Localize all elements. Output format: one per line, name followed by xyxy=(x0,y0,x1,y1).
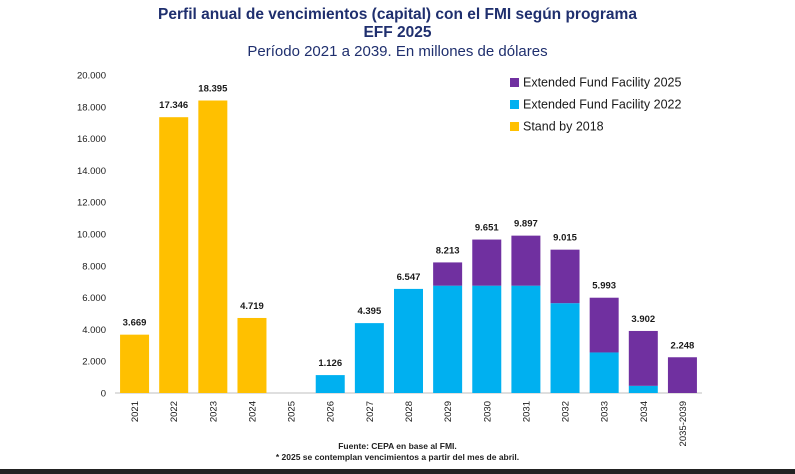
data-label: 17.346 xyxy=(159,100,188,111)
x-tick-label: 2027 xyxy=(365,401,376,422)
y-tick-label: 18.000 xyxy=(77,102,106,113)
x-tick-label: 2030 xyxy=(482,401,493,422)
x-tick-label: 2032 xyxy=(561,401,572,422)
bar-extended-fund-facility-2022 xyxy=(354,323,384,393)
legend-swatch xyxy=(510,122,519,131)
bar-extended-fund-facility-2022 xyxy=(589,352,619,393)
y-tick-label: 6.000 xyxy=(82,293,106,304)
bar-extended-fund-facility-2022 xyxy=(394,288,423,393)
data-label: 5.993 xyxy=(592,281,616,292)
x-tick-label: 2023 xyxy=(208,401,219,422)
bar-extended-fund-facility-2022 xyxy=(511,285,541,393)
x-tick-label: 2025 xyxy=(287,401,298,422)
bar-extended-fund-facility-2022 xyxy=(315,375,345,393)
y-tick-label: 10.000 xyxy=(77,230,106,241)
legend-label: Extended Fund Facility 2025 xyxy=(523,76,681,90)
bar-extended-fund-facility-2022 xyxy=(433,285,463,393)
bar-extended-fund-facility-2022 xyxy=(628,385,658,393)
bar-extended-fund-facility-2025 xyxy=(628,330,658,386)
data-label: 9.651 xyxy=(475,223,499,234)
x-tick-label: 2031 xyxy=(521,401,532,422)
x-tick-label: 2028 xyxy=(404,401,415,422)
x-tick-label: 2021 xyxy=(130,401,141,422)
bar-extended-fund-facility-2025 xyxy=(550,249,580,304)
y-tick-label: 2.000 xyxy=(82,357,106,368)
bar-extended-fund-facility-2025 xyxy=(667,357,697,393)
bar-stand-by-2018 xyxy=(198,100,228,393)
data-label: 18.395 xyxy=(198,84,228,95)
y-tick-label: 8.000 xyxy=(82,261,106,272)
legend-swatch xyxy=(510,78,519,87)
x-tick-label: 2026 xyxy=(326,401,337,422)
bar-extended-fund-facility-2025 xyxy=(433,262,463,286)
bar-extended-fund-facility-2022 xyxy=(472,285,502,393)
y-tick-label: 16.000 xyxy=(77,134,106,145)
bottom-border xyxy=(0,469,795,474)
bar-stand-by-2018 xyxy=(120,334,150,393)
source-note: Fuente: CEPA en base al FMI. xyxy=(338,441,457,451)
legend-swatch xyxy=(510,100,519,109)
chart-title: Perfil anual de vencimientos (capital) c… xyxy=(158,6,637,23)
data-label: 1.126 xyxy=(318,358,342,369)
data-label: 4.395 xyxy=(357,306,381,317)
data-label: 3.902 xyxy=(631,314,655,325)
bar-extended-fund-facility-2025 xyxy=(589,297,619,353)
x-tick-label: 2022 xyxy=(169,401,180,422)
legend-label: Stand by 2018 xyxy=(523,120,604,134)
chart-title-line2: EFF 2025 xyxy=(363,24,432,41)
data-label: 6.547 xyxy=(397,272,421,283)
data-label: 2.248 xyxy=(671,340,695,351)
x-tick-label: 2034 xyxy=(639,401,650,422)
x-tick-label: 2024 xyxy=(247,401,258,422)
bar-stand-by-2018 xyxy=(159,117,189,393)
y-tick-label: 14.000 xyxy=(77,166,106,177)
y-tick-label: 20.000 xyxy=(77,71,106,82)
data-label: 8.213 xyxy=(436,245,460,256)
data-label: 3.669 xyxy=(123,318,147,329)
x-tick-label: 2035-2039 xyxy=(678,401,689,446)
bar-extended-fund-facility-2025 xyxy=(511,235,541,286)
y-tick-label: 0 xyxy=(101,389,106,400)
x-tick-label: 2033 xyxy=(600,401,611,422)
bar-stand-by-2018 xyxy=(237,317,267,393)
y-tick-label: 12.000 xyxy=(77,198,106,209)
data-label: 4.719 xyxy=(240,301,264,312)
bar-extended-fund-facility-2025 xyxy=(472,239,502,286)
data-label: 9.897 xyxy=(514,219,538,230)
chart-subtitle: Período 2021 a 2039. En millones de dóla… xyxy=(247,43,548,60)
legend-label: Extended Fund Facility 2022 xyxy=(523,98,681,112)
x-tick-label: 2029 xyxy=(443,401,454,422)
bar-extended-fund-facility-2022 xyxy=(550,303,580,393)
footnote: * 2025 se contemplan vencimientos a part… xyxy=(275,452,520,462)
y-tick-label: 4.000 xyxy=(82,325,106,336)
data-label: 9.015 xyxy=(553,233,577,244)
chart-header: Perfil anual de vencimientos (capital) c… xyxy=(0,6,795,61)
